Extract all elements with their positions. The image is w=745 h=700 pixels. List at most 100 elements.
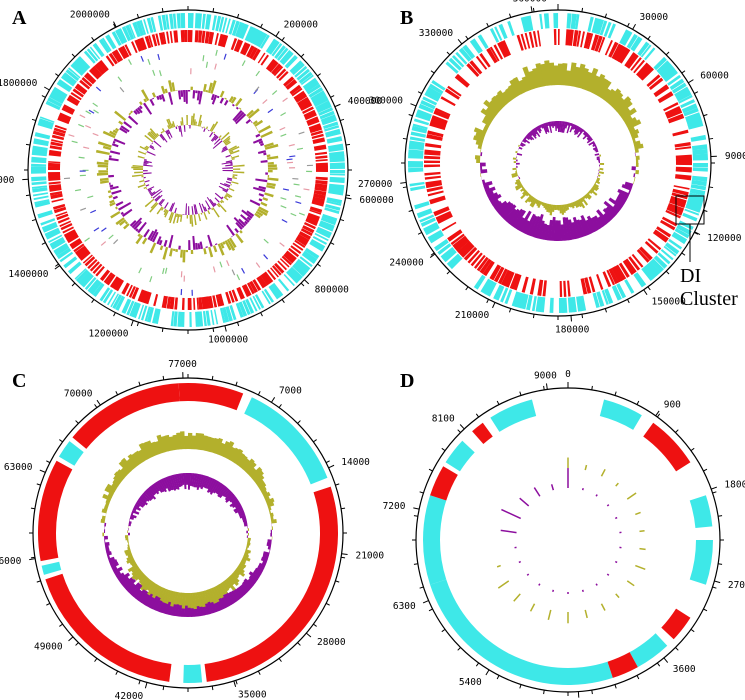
gc-content-bar: [603, 88, 616, 103]
forward-cds-mark: [626, 33, 638, 49]
minor-tick: [519, 684, 522, 689]
reverse-cds-mark: [611, 266, 623, 283]
forward-cds-mark: [423, 222, 438, 232]
gc-skew-bar: [193, 204, 197, 215]
gc-skew-bar: [591, 186, 598, 192]
forward-cds-mark: [295, 258, 311, 273]
gc-tick: [639, 547, 646, 551]
gc-skew-bar: [543, 202, 547, 209]
forward-cds-mark: [315, 229, 331, 239]
gc-skew-bar: [199, 591, 206, 608]
reverse-cds-mark: [608, 268, 619, 285]
gc-skew-bar: [160, 478, 168, 490]
gc-skew-bar: [595, 150, 599, 153]
gc-content-bar: [138, 442, 151, 460]
gc-content-bar: [520, 220, 530, 234]
minor-tick: [71, 282, 76, 287]
reverse-cds-mark: [69, 238, 81, 247]
gc-skew-bar: [244, 549, 252, 554]
gc-content-bar: [606, 88, 622, 105]
tick-label: 120000: [707, 233, 742, 244]
gc-skew-tick: [519, 497, 530, 507]
gc-skew-bar: [139, 145, 148, 151]
gc-skew-bar: [246, 542, 251, 546]
feature-mark: [164, 267, 168, 274]
reverse-cds-mark: [475, 55, 488, 70]
reverse-cds-mark: [622, 260, 634, 275]
forward-cds-mark: [276, 47, 289, 61]
forward-cds-mark: [553, 13, 559, 29]
gc-content-bar: [252, 138, 263, 144]
forward-cds-mark: [229, 305, 237, 321]
gc-skew-bar: [513, 161, 517, 163]
tick-label: 200000: [284, 20, 319, 31]
reverse-cds-mark: [241, 285, 249, 298]
forward-cds-mark: [674, 86, 690, 99]
gc-skew-bar: [559, 121, 562, 133]
reverse-cds-mark: [441, 221, 457, 232]
gc-skew-bar: [164, 589, 172, 604]
gc-skew-bar: [230, 162, 233, 165]
gc-skew-bar: [172, 121, 176, 128]
gc-content-bar: [565, 217, 572, 241]
feature-mark: [152, 69, 156, 76]
reverse-cds-mark: [429, 120, 447, 131]
minor-tick: [419, 586, 424, 589]
forward-cds-mark: [33, 139, 49, 147]
minor-tick: [457, 647, 461, 651]
reverse-cds-mark: [95, 265, 105, 277]
major-tick: [130, 320, 134, 327]
forward-cds-mark: [31, 166, 47, 170]
gc-content-bar: [149, 229, 158, 242]
gc-skew-bar: [542, 202, 546, 207]
gc-skew-bar: [214, 192, 223, 200]
gc-content-bar: [598, 80, 612, 99]
minor-tick: [413, 515, 418, 517]
reverse-cds-mark: [279, 258, 290, 268]
gc-content-bar: [253, 474, 265, 484]
major-tick: [663, 657, 669, 663]
minor-tick: [703, 608, 708, 612]
gc-skew-bar: [594, 153, 600, 156]
reverse-cds-mark: [140, 290, 149, 304]
forward-cds-mark: [414, 201, 430, 210]
forward-cds-mark: [304, 247, 320, 260]
reverse-cds-mark: [231, 289, 239, 302]
gc-skew-bar: [169, 475, 177, 491]
gc-content-bar: [203, 248, 207, 255]
major-tick: [113, 21, 117, 28]
reverse-cds-mark: [315, 155, 328, 159]
gc-content-bar: [195, 90, 198, 94]
reverse-cds-mark: [86, 72, 97, 82]
reverse-cds-mark: [674, 174, 692, 181]
gc-skew-bar: [172, 213, 177, 224]
gc-skew-bar: [233, 570, 241, 577]
gc-content-bar: [481, 118, 492, 127]
gc-skew-bar: [197, 213, 202, 222]
gc-skew-bar: [158, 587, 166, 599]
reverse-cds-mark: [118, 46, 128, 60]
gc-content-bar: [259, 486, 267, 493]
gc-skew-bar: [514, 183, 523, 189]
gc-skew-bar: [219, 582, 228, 595]
minor-tick: [718, 563, 723, 565]
gc-content-bar: [473, 127, 487, 136]
gc-content-bar: [120, 211, 124, 215]
reverse-cds-mark: [433, 206, 450, 217]
reverse-cds-mark: [315, 162, 328, 168]
gc-content-bar: [121, 457, 134, 472]
gc-skew-bar: [224, 183, 231, 187]
reverse-cds-mark: [672, 188, 689, 196]
major-tick: [485, 669, 490, 676]
feature-mark: [214, 63, 217, 70]
gc-skew-bar: [206, 478, 216, 493]
reverse-cds-mark: [137, 289, 146, 302]
gc-content-bar: [123, 578, 137, 591]
gc-skew-bar: [211, 207, 214, 211]
tick-label: 60000: [700, 70, 729, 81]
gc-content-bar: [188, 90, 191, 92]
reverse-cds-mark: [296, 234, 310, 244]
gc-skew-bar: [587, 136, 593, 142]
forward-cds-mark: [218, 16, 225, 32]
forward-cds-mark: [687, 121, 704, 130]
